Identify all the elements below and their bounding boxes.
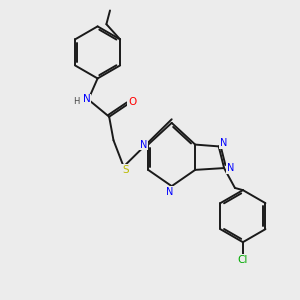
Text: N: N [140,140,147,150]
Text: O: O [128,97,136,106]
Text: N: N [83,94,91,104]
Text: S: S [122,165,129,175]
Text: N: N [166,187,174,196]
Text: N: N [220,139,227,148]
Text: H: H [74,97,80,106]
Text: N: N [227,163,234,173]
Text: Cl: Cl [238,255,248,265]
